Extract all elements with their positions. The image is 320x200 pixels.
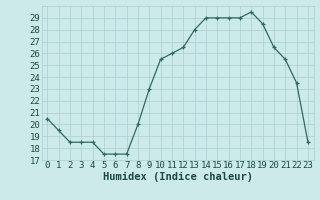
X-axis label: Humidex (Indice chaleur): Humidex (Indice chaleur): [103, 172, 252, 182]
